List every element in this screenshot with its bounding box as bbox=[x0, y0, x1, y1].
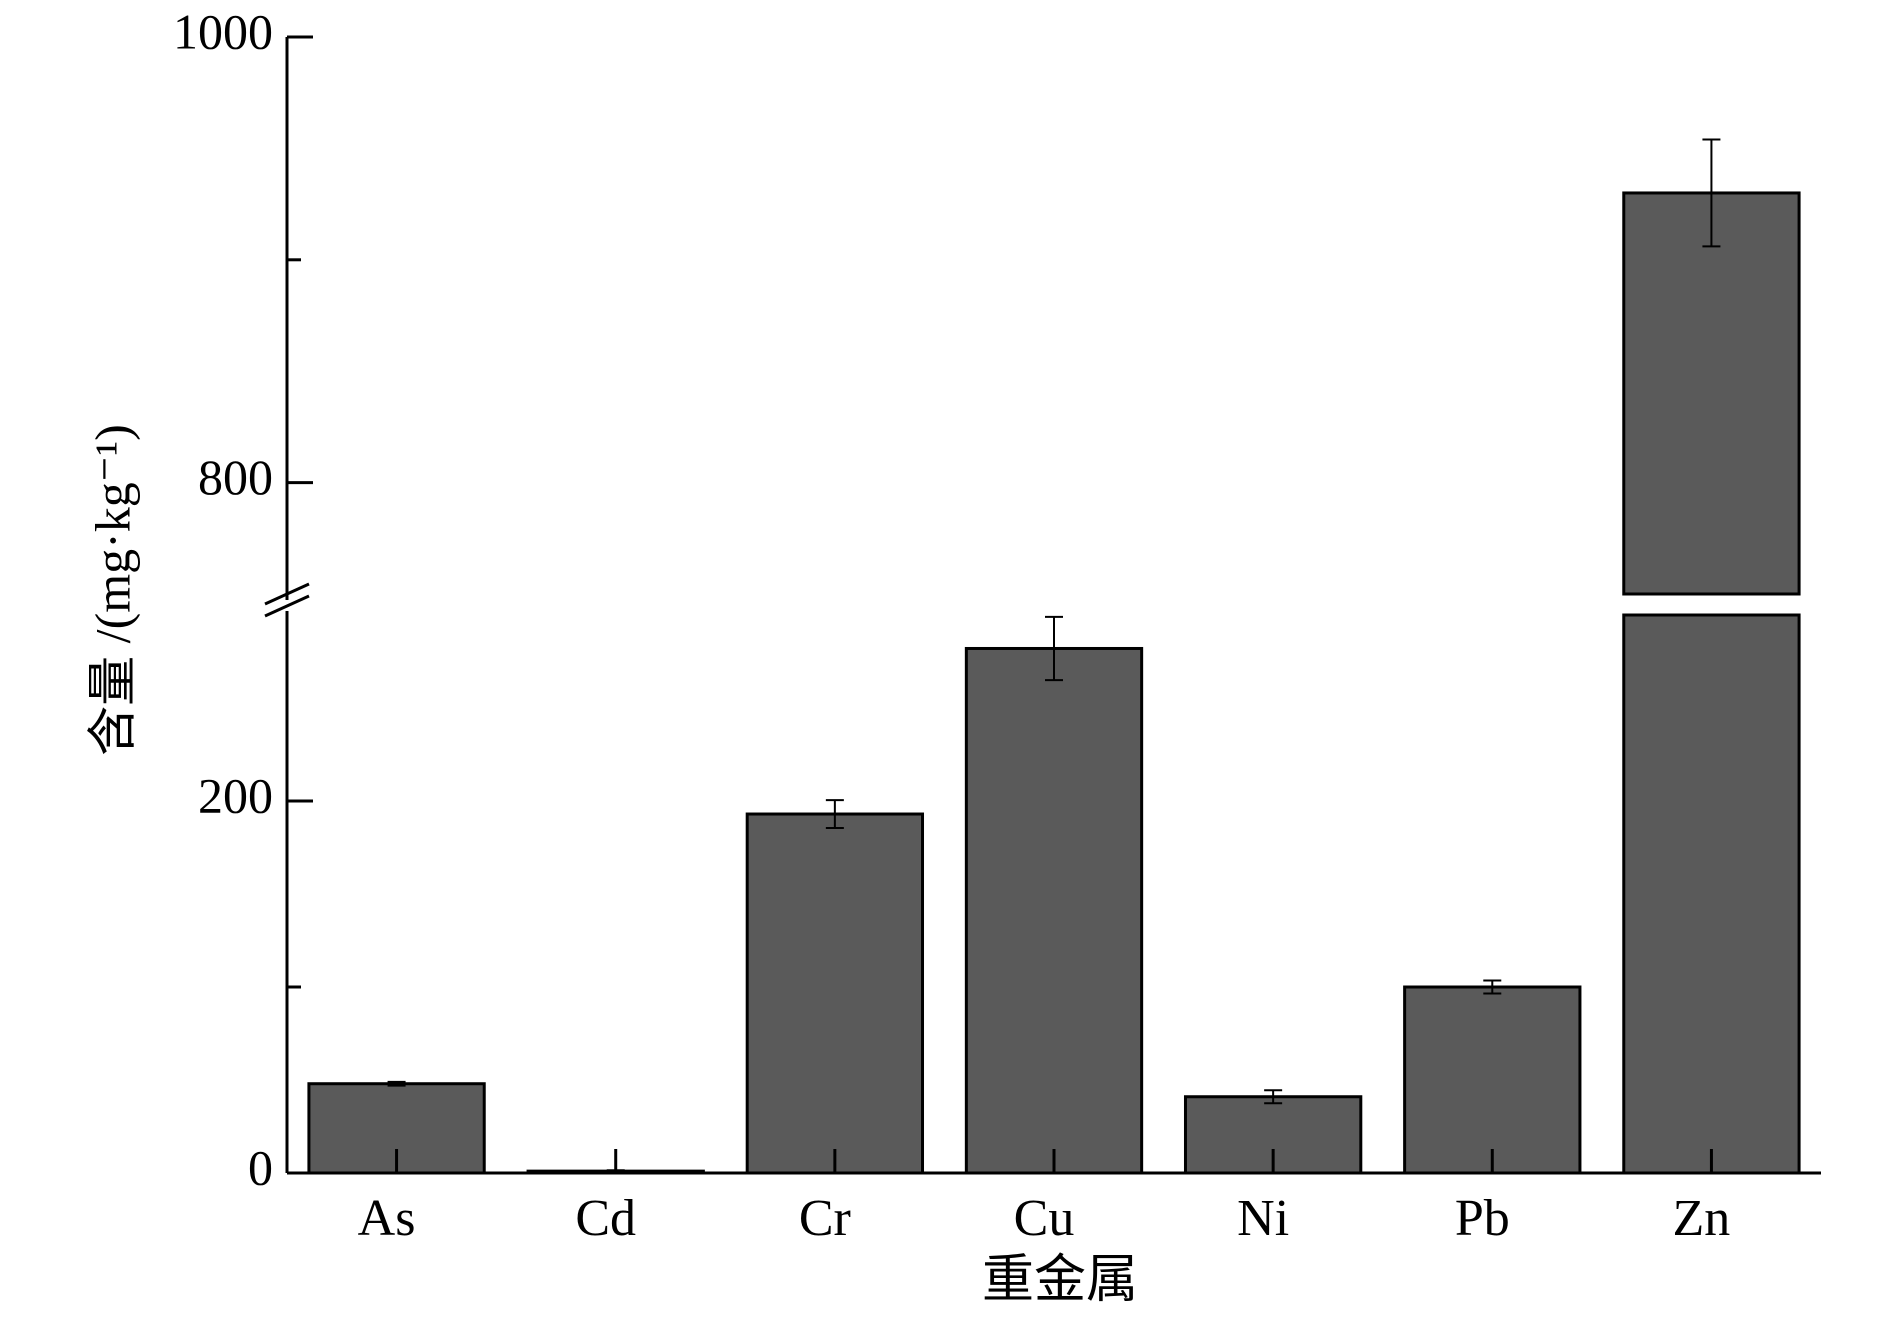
y-tick-label: 200 bbox=[198, 767, 273, 823]
x-tick-label: As bbox=[358, 1190, 416, 1247]
bar bbox=[964, 646, 1144, 1175]
x-tick-label: Ni bbox=[1237, 1190, 1289, 1247]
bar bbox=[745, 812, 925, 1175]
y-tick-label: 1000 bbox=[173, 3, 273, 59]
y-tick-label: 800 bbox=[198, 449, 273, 505]
y-tick-label: 0 bbox=[248, 1139, 273, 1195]
x-tick-label: Cu bbox=[1014, 1190, 1075, 1247]
axis-break bbox=[264, 594, 310, 618]
x-tick-label: Pb bbox=[1455, 1190, 1510, 1247]
axis-break bbox=[264, 582, 310, 606]
x-tick-label: Cd bbox=[575, 1190, 636, 1247]
bar bbox=[1622, 191, 1801, 596]
bar bbox=[1622, 613, 1801, 1175]
bar bbox=[1403, 985, 1582, 1175]
y-axis-label: 含量 /(mg·kg⁻¹) bbox=[84, 424, 140, 756]
x-tick-label: Zn bbox=[1673, 1190, 1731, 1247]
x-tick-label: Cr bbox=[799, 1190, 851, 1247]
x-axis-label: 重金属 bbox=[982, 1252, 1138, 1309]
